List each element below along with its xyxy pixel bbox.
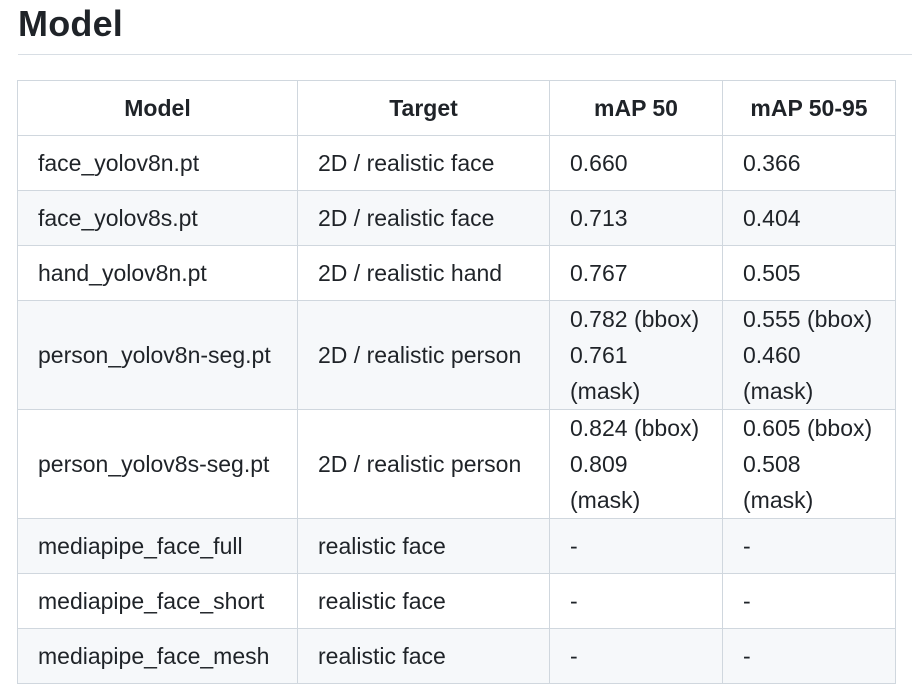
map50-95-value: 0.366: [743, 149, 801, 176]
target-cell: 2D / realistic face: [297, 190, 550, 246]
map50-95-cell: -: [722, 573, 896, 629]
model-cell: person_yolov8s-seg.pt: [17, 409, 298, 519]
table-row: face_yolov8s.pt 2D / realistic face 0.71…: [17, 190, 896, 246]
map50-95-value: 0.505: [743, 259, 801, 286]
table-row: mediapipe_face_full realistic face - -: [17, 518, 896, 574]
map50-bbox-value: 0.824 (bbox): [570, 415, 700, 441]
map50-cell: 0.782 (bbox) 0.761 (mask): [549, 300, 723, 410]
model-cell: mediapipe_face_short: [17, 573, 298, 629]
column-header-target: Target: [297, 80, 550, 136]
map50-95-cell: 0.605 (bbox) 0.508 (mask): [722, 409, 896, 519]
map50-95-value: 0.404: [743, 204, 801, 231]
target-cell: realistic face: [297, 518, 550, 574]
map50-95-mask-value: 0.460 (mask): [743, 342, 814, 404]
section-title: Model: [18, 3, 123, 44]
map50-cell: 0.767: [549, 245, 723, 301]
map50-cell: -: [549, 628, 723, 684]
map50-95-bbox-value: 0.555 (bbox): [743, 306, 873, 332]
map50-cell: -: [549, 573, 723, 629]
target-cell: 2D / realistic person: [297, 409, 550, 519]
map50-mask-value: 0.761 (mask): [570, 342, 641, 404]
model-table: Model Target mAP 50 mAP 50-95 face_yolov…: [17, 80, 896, 684]
map50-value: -: [570, 642, 578, 669]
table-header-row: Model Target mAP 50 mAP 50-95: [17, 80, 896, 136]
map50-mask-value: 0.809 (mask): [570, 451, 641, 513]
model-cell: face_yolov8s.pt: [17, 190, 298, 246]
map50-95-cell: 0.404: [722, 190, 896, 246]
table-row: mediapipe_face_short realistic face - -: [17, 573, 896, 629]
map50-95-value: -: [743, 587, 751, 614]
table-row: hand_yolov8n.pt 2D / realistic hand 0.76…: [17, 245, 896, 301]
target-cell: realistic face: [297, 573, 550, 629]
map50-95-cell: 0.505: [722, 245, 896, 301]
map50-cell: 0.660: [549, 135, 723, 191]
column-header-map50: mAP 50: [549, 80, 723, 136]
table-row: face_yolov8n.pt 2D / realistic face 0.66…: [17, 135, 896, 191]
map50-cell: -: [549, 518, 723, 574]
map50-95-value: -: [743, 642, 751, 669]
table-row: mediapipe_face_mesh realistic face - -: [17, 628, 896, 684]
map50-95-cell: 0.366: [722, 135, 896, 191]
column-header-map50-95: mAP 50-95: [722, 80, 896, 136]
map50-value: -: [570, 532, 578, 559]
target-cell: 2D / realistic face: [297, 135, 550, 191]
model-cell: mediapipe_face_mesh: [17, 628, 298, 684]
map50-bbox-value: 0.782 (bbox): [570, 306, 700, 332]
map50-95-mask-value: 0.508 (mask): [743, 451, 814, 513]
map50-cell: 0.713: [549, 190, 723, 246]
target-cell: 2D / realistic person: [297, 300, 550, 410]
map50-95-cell: 0.555 (bbox) 0.460 (mask): [722, 300, 896, 410]
target-cell: 2D / realistic hand: [297, 245, 550, 301]
map50-value: 0.713: [570, 204, 628, 231]
table-row: person_yolov8n-seg.pt 2D / realistic per…: [17, 300, 896, 410]
target-cell: realistic face: [297, 628, 550, 684]
map50-value: 0.767: [570, 259, 628, 286]
map50-95-cell: -: [722, 518, 896, 574]
map50-95-cell: -: [722, 628, 896, 684]
map50-value: -: [570, 587, 578, 614]
map50-value: 0.660: [570, 149, 628, 176]
section-heading: Model: [18, 0, 912, 55]
map50-95-value: -: [743, 532, 751, 559]
table-row: person_yolov8s-seg.pt 2D / realistic per…: [17, 409, 896, 519]
model-cell: face_yolov8n.pt: [17, 135, 298, 191]
column-header-model: Model: [17, 80, 298, 136]
map50-95-bbox-value: 0.605 (bbox): [743, 415, 873, 441]
model-cell: hand_yolov8n.pt: [17, 245, 298, 301]
map50-cell: 0.824 (bbox) 0.809 (mask): [549, 409, 723, 519]
model-cell: person_yolov8n-seg.pt: [17, 300, 298, 410]
model-cell: mediapipe_face_full: [17, 518, 298, 574]
